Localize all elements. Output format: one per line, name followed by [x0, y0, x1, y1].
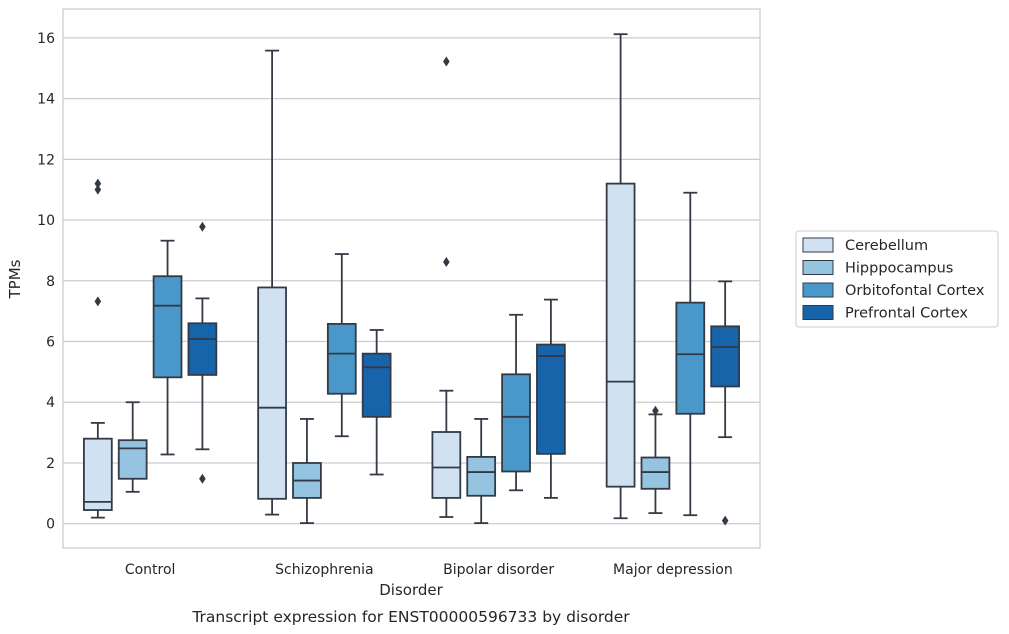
- box-body: [187, 322, 218, 376]
- box: [640, 405, 671, 514]
- legend-frame: [795, 230, 999, 328]
- y-tick-label: 8: [46, 274, 55, 290]
- y-tick-labels: 0 2 4 6 8 10 12 14 16: [37, 31, 55, 533]
- x-tick-label: Major depression: [613, 562, 733, 578]
- y-axis-label: TPMs: [6, 259, 24, 299]
- y-tick-label: 2: [46, 456, 55, 472]
- box-body: [675, 301, 706, 415]
- box: [257, 49, 287, 516]
- box: [117, 401, 148, 493]
- plot-frame: [62, 8, 761, 549]
- y-tick-label: 4: [46, 395, 55, 411]
- box-body: [466, 456, 497, 497]
- outlier-point: [443, 256, 450, 267]
- box-body: [83, 437, 113, 511]
- box-body: [501, 373, 531, 473]
- box: [536, 298, 566, 499]
- legend: Cerebellum Hipppocampus Orbitofontal Corte…: [795, 230, 999, 328]
- outlier-point: [199, 473, 206, 484]
- legend-label: Orbitofontal Cortex: [845, 283, 985, 299]
- legend-item: Cerebellum: [802, 237, 928, 254]
- legend-item: Orbitofontal Cortex: [802, 282, 985, 299]
- box-body: [710, 325, 740, 388]
- box: [152, 239, 183, 456]
- box-body: [117, 439, 148, 480]
- y-tick-label: 10: [37, 213, 55, 229]
- box-body: [257, 286, 287, 500]
- legend-label: Prefrontal Cortex: [845, 306, 968, 322]
- outlier-point: [721, 515, 729, 526]
- box-body: [431, 431, 462, 499]
- box-body: [605, 182, 636, 488]
- x-tick-labels: Control Schizophrenia Bipolar disorder Majo…: [125, 562, 733, 578]
- outlier-point: [652, 405, 659, 416]
- legend-swatch: [802, 305, 834, 320]
- y-tick-label: 16: [37, 31, 55, 47]
- box-body: [152, 275, 183, 379]
- legend-item: Prefrontal Cortex: [802, 305, 968, 322]
- y-tick-label: 0: [46, 517, 55, 533]
- outlier-point: [94, 184, 102, 195]
- x-tick-label: Schizophrenia: [275, 562, 373, 578]
- box: [710, 280, 740, 526]
- box-body: [361, 352, 392, 418]
- legend-item: Hipppocampus: [802, 260, 953, 277]
- box: [605, 33, 636, 520]
- outlier-point: [199, 221, 206, 232]
- x-axis-label: Disorder: [379, 581, 443, 599]
- series-prefrontal-cortex: [187, 221, 740, 526]
- outlier-point: [443, 56, 450, 67]
- box: [361, 329, 392, 476]
- series-orbitofontal-cortex: [152, 191, 706, 517]
- series-hipppocampus: [117, 401, 671, 524]
- legend-swatch: [802, 260, 834, 275]
- x-tick-label: Control: [125, 562, 176, 578]
- y-tick-label: 14: [37, 92, 55, 108]
- box: [83, 178, 113, 519]
- box-body: [326, 322, 357, 395]
- legend-swatch: [802, 237, 834, 253]
- box: [326, 253, 357, 438]
- box: [292, 418, 322, 524]
- box-body: [640, 456, 671, 490]
- box: [187, 221, 218, 484]
- x-tick-label: Bipolar disorder: [443, 562, 554, 578]
- box: [675, 191, 706, 517]
- legend-label: Cerebellum: [845, 238, 928, 254]
- box: [501, 313, 531, 492]
- box: [466, 418, 497, 524]
- legend-label: Hipppocampus: [845, 261, 953, 277]
- chart-caption: Transcript expression for ENST0000059673…: [191, 608, 630, 626]
- outlier-point: [94, 296, 102, 307]
- y-tick-label: 6: [46, 335, 55, 351]
- outlier-point: [94, 178, 102, 189]
- box-plot-series: [83, 33, 740, 526]
- box-body: [536, 343, 566, 455]
- legend-swatch: [802, 282, 834, 298]
- series-cerebellum: [83, 33, 636, 520]
- box: [431, 56, 462, 518]
- y-tick-label: 12: [37, 152, 55, 168]
